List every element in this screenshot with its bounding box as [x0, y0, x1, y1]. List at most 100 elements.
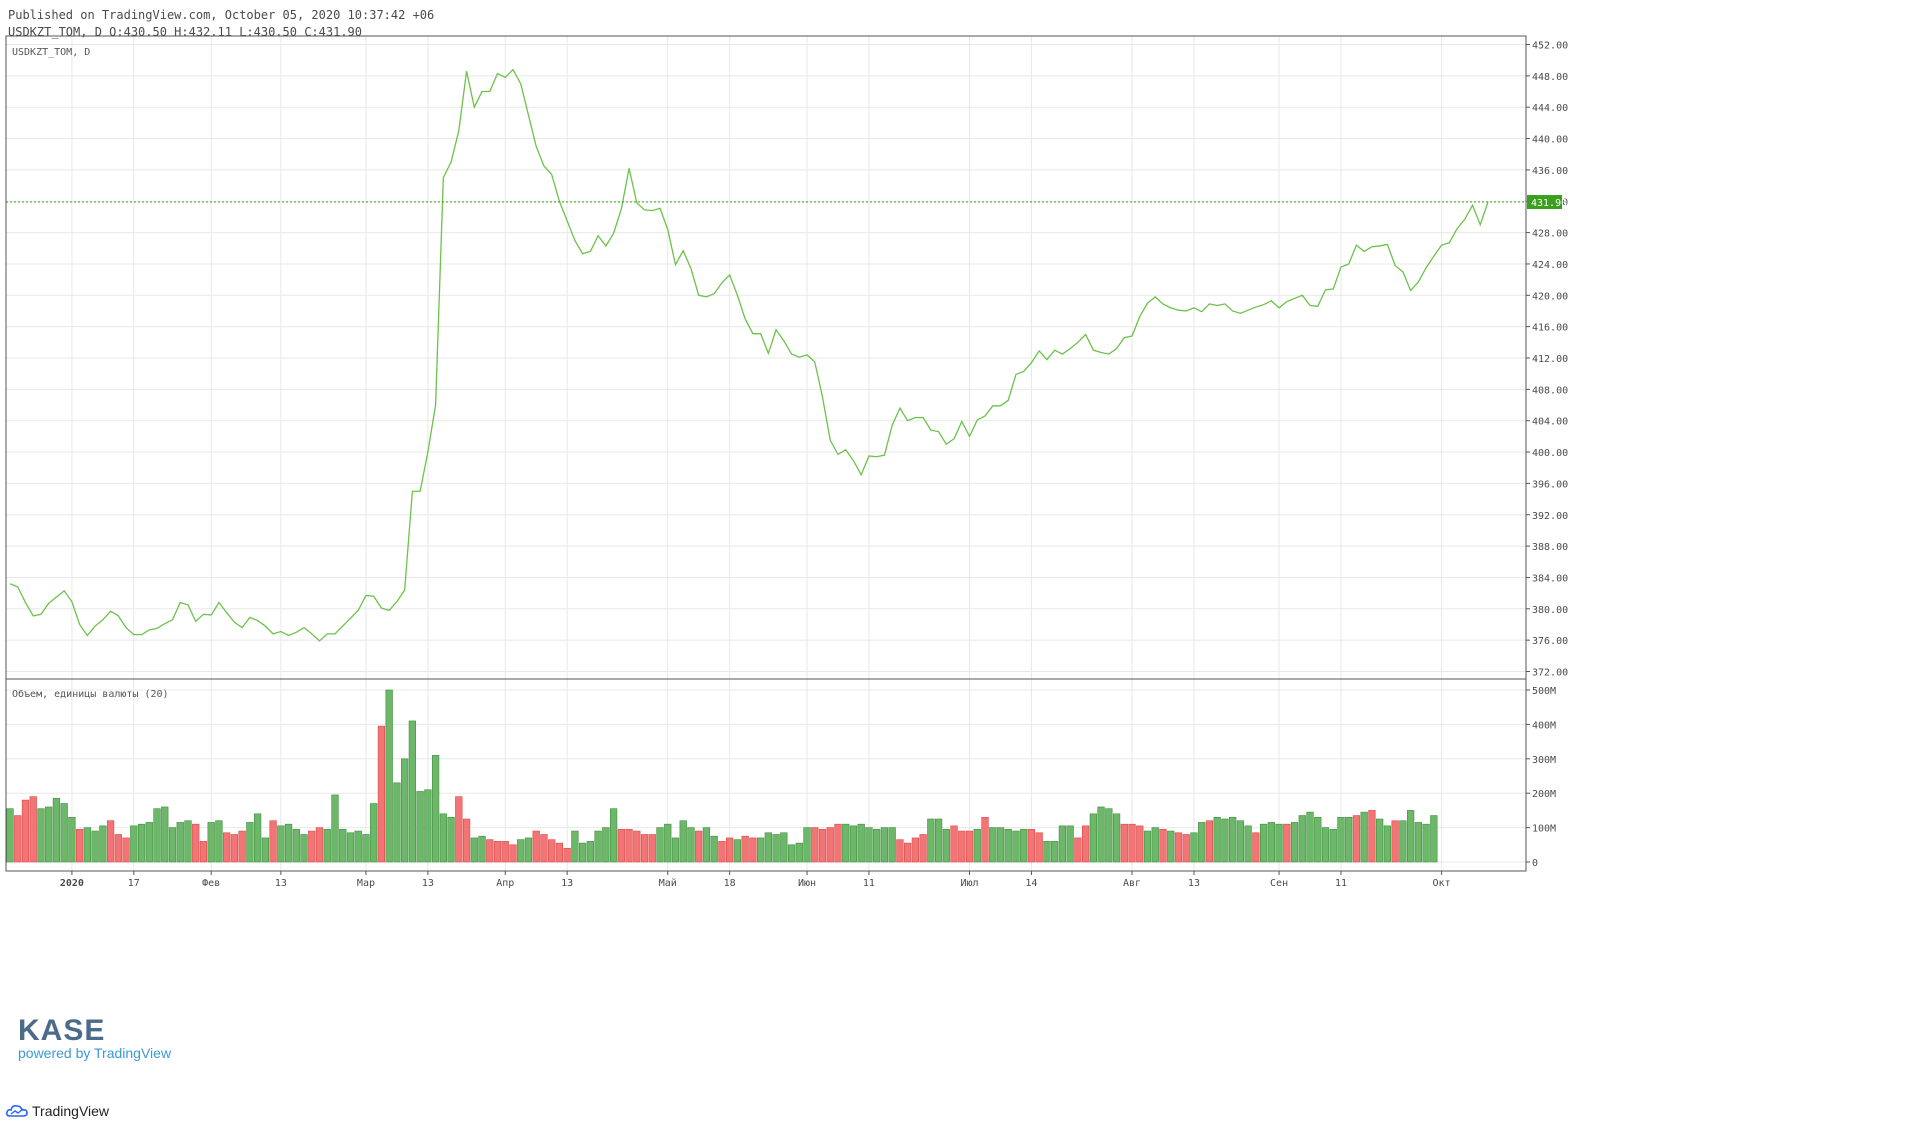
tradingview-brand-label: TradingView — [32, 1103, 110, 1119]
volume-bar — [1120, 823, 1128, 863]
volume-bar — [1058, 825, 1067, 863]
volume-bar — [1074, 837, 1082, 863]
volume-bar — [849, 825, 858, 863]
kase-logo: KASE powered by TradingView — [18, 1014, 171, 1061]
volume-bar — [1174, 832, 1183, 863]
volume-bar — [555, 842, 564, 863]
price-axis-tick: 420.00 — [1532, 291, 1568, 302]
price-axis-tick: 404.00 — [1532, 417, 1568, 428]
volume-bar — [45, 806, 53, 863]
volume-bar — [749, 837, 757, 863]
time-axis-tick: 13 — [422, 878, 434, 889]
volume-bar — [1283, 823, 1291, 863]
price-series — [6, 68, 1526, 642]
published-line: Published on TradingView.com, October 05… — [8, 8, 435, 22]
volume-bar — [1128, 823, 1136, 863]
volume-bar — [161, 806, 169, 863]
volume-bar — [927, 818, 935, 863]
volume-bar — [292, 829, 300, 863]
volume-bar — [1020, 829, 1028, 863]
volume-bar — [896, 839, 904, 863]
volume-bar — [145, 822, 153, 863]
volume-bar — [14, 815, 22, 863]
price-axis-tick: 388.00 — [1532, 542, 1568, 553]
volume-bar — [772, 834, 780, 863]
volume-bar — [950, 825, 958, 863]
volume-bar — [524, 837, 533, 863]
price-axis-tick: 408.00 — [1532, 385, 1568, 396]
volume-bar — [29, 796, 37, 863]
time-axis-tick: 17 — [128, 878, 140, 889]
time-axis-tick: Июл — [961, 878, 979, 889]
volume-bar — [1252, 832, 1260, 863]
volume-bar — [424, 789, 432, 863]
volume-bar — [795, 842, 803, 863]
volume-bar — [671, 837, 680, 863]
price-axis-tick: 428.00 — [1532, 229, 1568, 240]
price-axis-tick: 440.00 — [1532, 135, 1568, 146]
volume-bar — [238, 830, 246, 863]
time-axis-tick: 13 — [275, 878, 287, 889]
volume-bar — [934, 818, 943, 863]
volume-bar — [787, 844, 796, 863]
volume-bar — [300, 834, 308, 863]
volume-bar — [354, 830, 362, 863]
volume-bar — [1205, 820, 1214, 863]
volume-bar — [834, 823, 842, 863]
volume-bar — [246, 822, 254, 863]
volume-bar — [1244, 825, 1252, 863]
volume-bar — [439, 813, 447, 863]
tradingview-brand[interactable]: TradingView — [6, 1103, 109, 1119]
price-axis-tick: 412.00 — [1532, 354, 1568, 365]
volume-bar — [493, 841, 502, 863]
volume-bar — [764, 832, 772, 863]
volume-bar — [199, 841, 208, 863]
volume-bar — [1275, 823, 1283, 863]
chart-frame — [5, 35, 1530, 875]
volume-bar — [261, 837, 269, 863]
volume-bar — [331, 794, 339, 863]
volume-bar — [153, 808, 161, 863]
volume-bar — [176, 822, 184, 863]
volume-bar — [1267, 822, 1275, 863]
price-axis-tick: 448.00 — [1532, 72, 1568, 83]
volume-bar — [664, 823, 672, 863]
volume-bar — [60, 803, 68, 863]
volume-bar — [1089, 813, 1097, 863]
price-pane-title: USDKZT_TOM, D — [12, 47, 90, 58]
last-price-badge — [1527, 195, 1562, 210]
volume-bar — [1081, 825, 1090, 863]
volume-bar — [114, 834, 122, 863]
volume-bar — [1198, 822, 1206, 863]
volume-bar — [857, 823, 865, 863]
volume-bar — [1190, 832, 1198, 863]
price-axis-tick: 400.00 — [1532, 448, 1568, 459]
volume-axis-tick: 0 — [1532, 858, 1538, 869]
volume-bar — [880, 827, 889, 863]
volume-bar — [486, 839, 494, 863]
volume-bar — [1035, 832, 1043, 863]
volume-bar — [679, 820, 687, 863]
volume-bar — [1337, 816, 1345, 863]
price-axis-tick: 396.00 — [1532, 479, 1568, 490]
volume-bar — [1391, 820, 1399, 863]
price-axis-tick: 372.00 — [1532, 668, 1568, 679]
volume-bar — [207, 822, 215, 863]
time-axis-tick: Май — [659, 877, 677, 889]
volume-bar — [1213, 816, 1221, 863]
volume-bar — [1151, 827, 1159, 863]
volume-bar — [168, 827, 177, 863]
volume-bar — [1259, 823, 1268, 863]
volume-bar — [958, 830, 966, 863]
time-axis-tick: Авг — [1123, 878, 1141, 889]
volume-bar — [548, 839, 556, 863]
volume-bar — [826, 827, 834, 863]
volume-bars — [6, 689, 1438, 863]
volume-bar — [1406, 810, 1415, 863]
volume-bar — [1043, 841, 1051, 863]
price-line — [9, 68, 1489, 642]
volume-bar — [76, 829, 84, 863]
kase-logo-word: KASE — [18, 1014, 106, 1047]
volume-bar — [1422, 823, 1430, 863]
